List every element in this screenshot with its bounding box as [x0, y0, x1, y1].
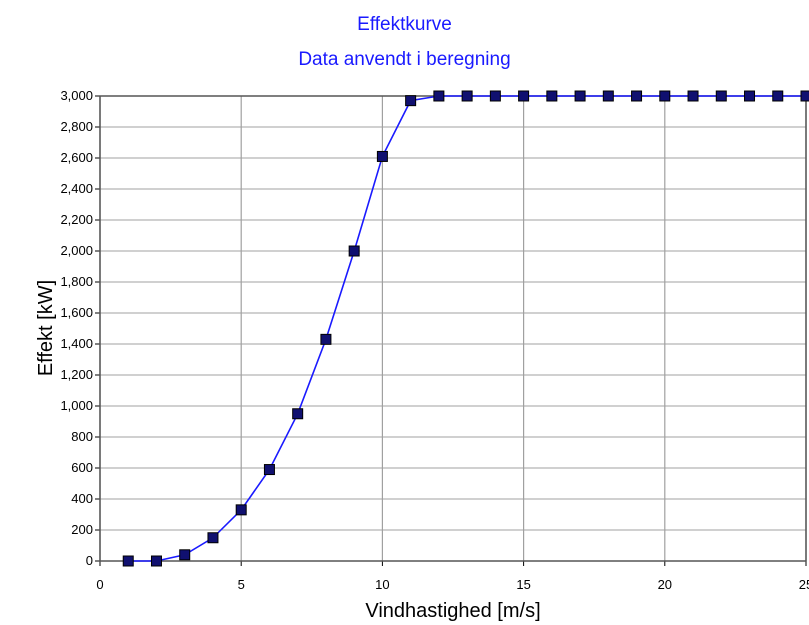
y-tick-label: 200 — [71, 522, 93, 537]
data-point — [461, 90, 473, 102]
y-tick-label: 2,600 — [60, 150, 93, 165]
y-axis-label: Effekt [kW] — [35, 280, 57, 376]
data-point — [122, 555, 134, 567]
x-tick-label: 15 — [516, 577, 530, 592]
data-point — [179, 549, 191, 561]
data-point — [546, 90, 558, 102]
chart-subtitle: Data anvendt i beregning — [298, 49, 511, 70]
data-point — [687, 90, 699, 102]
y-tick-label: 1,000 — [60, 398, 93, 413]
data-point — [574, 90, 586, 102]
data-point — [433, 90, 445, 102]
series-group — [122, 90, 809, 567]
y-tick-label: 1,400 — [60, 336, 93, 351]
data-point — [150, 555, 162, 567]
y-tick-label: 1,200 — [60, 367, 93, 382]
y-tick-label: 400 — [71, 491, 93, 506]
data-point — [376, 150, 388, 162]
data-point — [292, 408, 304, 420]
data-point — [602, 90, 614, 102]
y-tick-label: 2,200 — [60, 212, 93, 227]
data-point — [800, 90, 809, 102]
y-tick-label: 1,800 — [60, 274, 93, 289]
data-point — [631, 90, 643, 102]
data-point — [518, 90, 530, 102]
data-point — [320, 333, 332, 345]
data-point — [744, 90, 756, 102]
y-tick-label: 1,600 — [60, 305, 93, 320]
y-tick-label: 0 — [86, 553, 93, 568]
data-point — [489, 90, 501, 102]
y-tick-label: 3,000 — [60, 88, 93, 103]
x-tick-label: 20 — [658, 577, 672, 592]
grid-lines — [99, 95, 807, 562]
data-point — [405, 95, 417, 107]
data-point — [263, 464, 275, 476]
x-tick-label: 25 — [799, 577, 809, 592]
data-point — [772, 90, 784, 102]
x-tick-label: 5 — [238, 577, 245, 592]
data-point — [207, 532, 219, 544]
y-tick-label: 2,400 — [60, 181, 93, 196]
chart-title: Effektkurve — [357, 14, 452, 35]
y-tick-label: 800 — [71, 429, 93, 444]
y-tick-label: 2,000 — [60, 243, 93, 258]
x-tick-label: 0 — [96, 577, 103, 592]
y-tick-label: 600 — [71, 460, 93, 475]
plot-frame — [99, 95, 807, 562]
data-point — [348, 245, 360, 257]
series-line — [128, 95, 806, 562]
data-point — [235, 504, 247, 516]
y-tick-label: 2,800 — [60, 119, 93, 134]
x-tick-label: 10 — [375, 577, 389, 592]
y-axis-ticks: 0 200 400 600 800 1,000 1,200 1,400 1,600 1,800 2,… — [60, 88, 100, 568]
x-axis-label: Vindhastighed [m/s] — [365, 600, 540, 622]
x-axis-ticks: 0 5 10 15 20 25 — [96, 561, 809, 592]
data-point — [659, 90, 671, 102]
data-point — [715, 90, 727, 102]
